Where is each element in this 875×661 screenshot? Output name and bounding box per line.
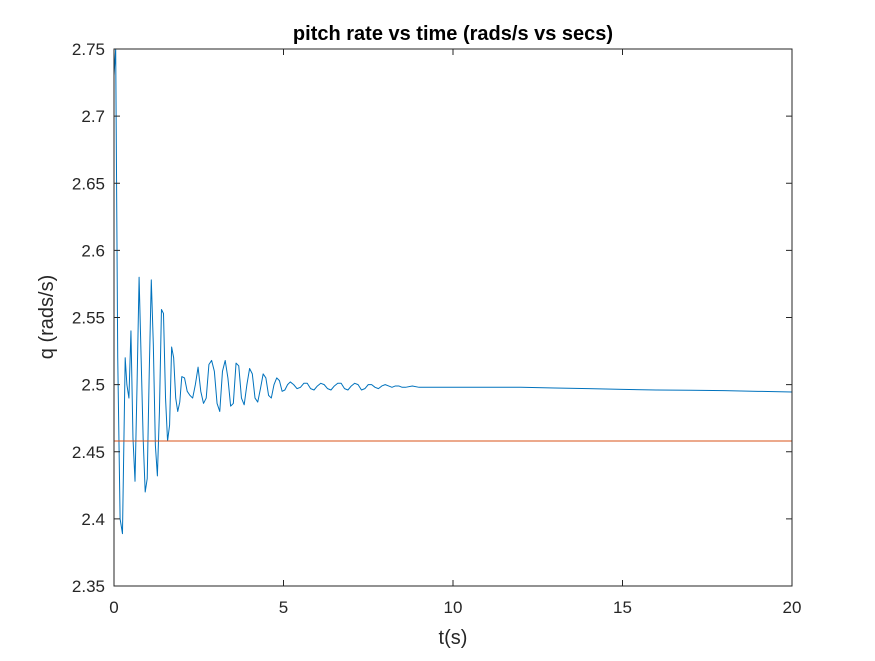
y-tick-label: 2.65 bbox=[72, 174, 105, 193]
plot-area bbox=[114, 49, 792, 586]
x-tick-label: 10 bbox=[444, 598, 463, 617]
y-axis-label: q (rads/s) bbox=[36, 275, 58, 359]
x-tick-label: 20 bbox=[783, 598, 802, 617]
tick-layer: 0 5 10 15 20 2.35 2.4 2.45 2.5 2.55 2.6 2.65 2.7 2.75 bbox=[72, 40, 802, 617]
y-tick-label: 2.5 bbox=[81, 376, 105, 395]
chart-title: pitch rate vs time (rads/s vs secs) bbox=[293, 23, 613, 45]
y-tick-label: 2.4 bbox=[81, 510, 105, 529]
x-tick-label: 5 bbox=[279, 598, 288, 617]
series-layer bbox=[113, 48, 793, 535]
y-tick-label: 2.7 bbox=[81, 107, 105, 126]
y-tick-label: 2.75 bbox=[72, 40, 105, 59]
x-axis-label: t(s) bbox=[439, 627, 468, 649]
y-tick-label: 2.35 bbox=[72, 577, 105, 596]
y-tick-label: 2.6 bbox=[81, 241, 105, 260]
y-tick-label: 2.45 bbox=[72, 443, 105, 462]
y-tick-label: 2.55 bbox=[72, 309, 105, 328]
x-tick-label: 15 bbox=[613, 598, 632, 617]
x-tick-label: 0 bbox=[109, 598, 118, 617]
series-line-1 bbox=[113, 48, 793, 535]
